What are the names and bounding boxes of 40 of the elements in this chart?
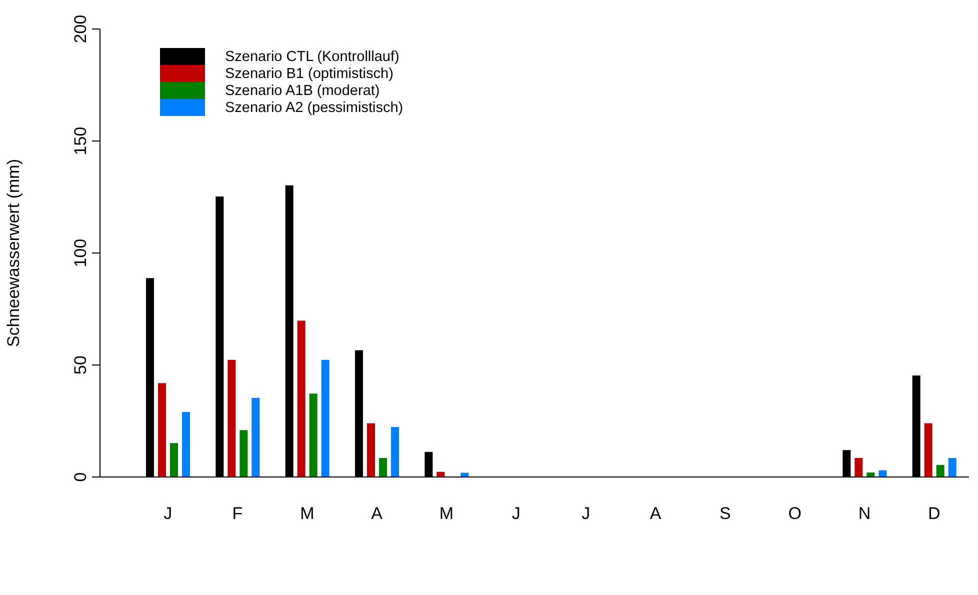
x-tick-label: M	[300, 504, 314, 524]
legend-label: Szenario B1 (optimistisch)	[225, 66, 394, 82]
x-tick-label: M	[439, 504, 454, 524]
bar	[321, 360, 330, 477]
y-tick-label: 150	[71, 126, 90, 156]
y-tick-label: 100	[71, 238, 90, 268]
bar	[170, 443, 178, 477]
bar	[158, 383, 166, 477]
bar	[309, 394, 318, 477]
legend-label: Szenario A2 (pessimistisch)	[225, 100, 404, 116]
x-tick-label: O	[788, 504, 802, 524]
x-tick-label: J	[512, 504, 520, 524]
x-tick-label: D	[928, 504, 940, 524]
bar	[460, 472, 469, 477]
bar	[379, 458, 387, 477]
x-tick-label: A	[371, 504, 384, 524]
bar	[297, 320, 306, 477]
bar	[948, 458, 956, 477]
y-axis-title: Schneewasserwert (mm)	[4, 159, 24, 347]
y-tick-label: 50	[71, 356, 90, 374]
y-tick-label: 200	[71, 14, 90, 44]
y-tick-label: 0	[71, 472, 90, 482]
legend-label: Szenario CTL (Kontrolllauf)	[225, 48, 400, 64]
x-tick-label: S	[719, 504, 731, 524]
bar	[240, 430, 248, 477]
bar	[228, 360, 236, 477]
x-tick-label: N	[858, 504, 871, 524]
bar	[367, 423, 375, 477]
bar	[924, 423, 932, 477]
bar	[936, 464, 944, 477]
bar	[182, 412, 190, 477]
x-tick-label: A	[650, 504, 662, 524]
legend-label: Szenario A1B (moderat)	[225, 82, 380, 98]
x-tick-label: F	[232, 504, 243, 524]
bar	[866, 472, 875, 477]
bar	[854, 458, 863, 477]
bar	[391, 427, 399, 477]
x-tick-label: J	[582, 504, 590, 524]
x-tick-label: J	[164, 504, 172, 524]
bar	[252, 398, 260, 477]
